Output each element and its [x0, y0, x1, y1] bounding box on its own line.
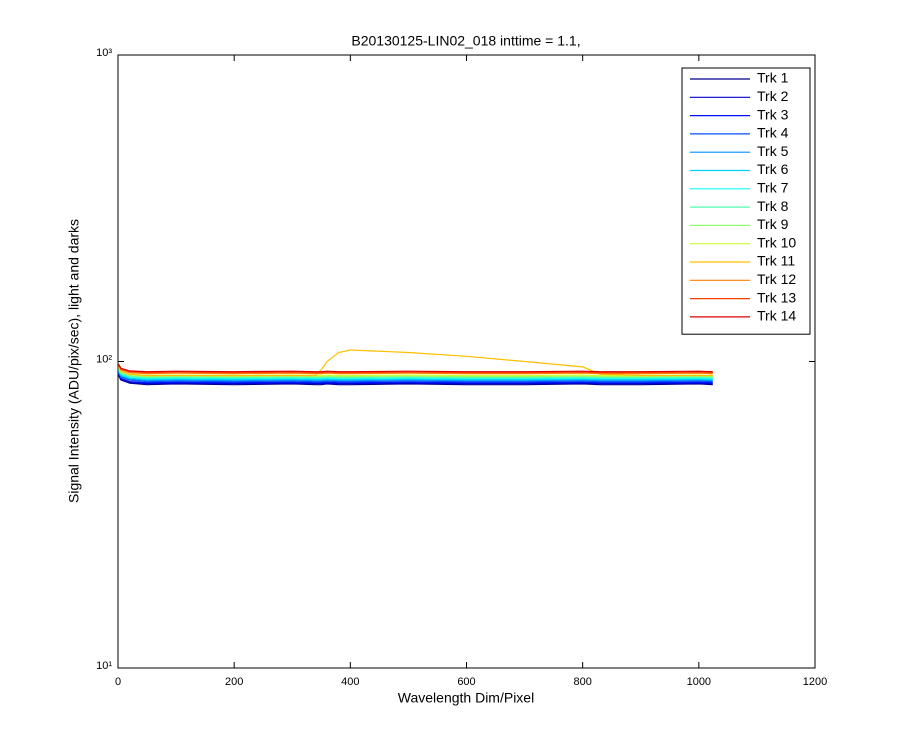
series-line	[118, 368, 713, 378]
x-tick-label: 1000	[687, 676, 711, 688]
series-line	[118, 368, 713, 379]
x-tick-label: 200	[225, 676, 243, 688]
series-line	[118, 372, 713, 383]
legend-label: Trk 9	[757, 216, 789, 232]
series-line	[118, 364, 713, 374]
legend-label: Trk 10	[757, 234, 796, 250]
y-tick-label: 10³	[96, 47, 112, 59]
series-line	[118, 365, 713, 375]
legend-label: Trk 1	[757, 70, 789, 86]
legend-label: Trk 5	[757, 143, 789, 159]
series-line	[118, 363, 713, 373]
x-tick-label: 600	[457, 676, 475, 688]
x-tick-label: 1200	[803, 676, 827, 688]
legend-label: Trk 13	[757, 289, 796, 305]
legend-label: Trk 11	[757, 253, 795, 269]
series-line	[118, 369, 713, 380]
x-tick-label: 0	[115, 676, 121, 688]
series-line	[118, 373, 713, 384]
chart-title: B20130125-LIN02_018 inttime = 1.1,	[351, 33, 580, 49]
y-axis-label: Signal Intensity (ADU/pix/sec), light an…	[66, 219, 82, 503]
legend-box	[681, 67, 811, 335]
series-line	[118, 371, 713, 382]
legend-label: Trk 3	[757, 106, 789, 122]
y-tick-label: 10²	[96, 353, 112, 365]
legend-label: Trk 12	[757, 271, 796, 287]
series-line	[118, 374, 713, 385]
legend-label: Trk 4	[757, 125, 789, 141]
legend-label: Trk 2	[757, 88, 789, 104]
legend-label: Trk 14	[757, 308, 796, 324]
legend-label: Trk 8	[757, 198, 789, 214]
x-axis-label: Wavelength Dim/Pixel	[398, 690, 534, 706]
legend-label: Trk 7	[757, 180, 789, 196]
x-tick-label: 800	[573, 676, 591, 688]
x-tick-label: 400	[341, 676, 359, 688]
y-tick-label: 10¹	[96, 660, 112, 672]
series-line	[118, 370, 713, 381]
legend-label: Trk 6	[757, 161, 789, 177]
series-line	[118, 375, 713, 386]
